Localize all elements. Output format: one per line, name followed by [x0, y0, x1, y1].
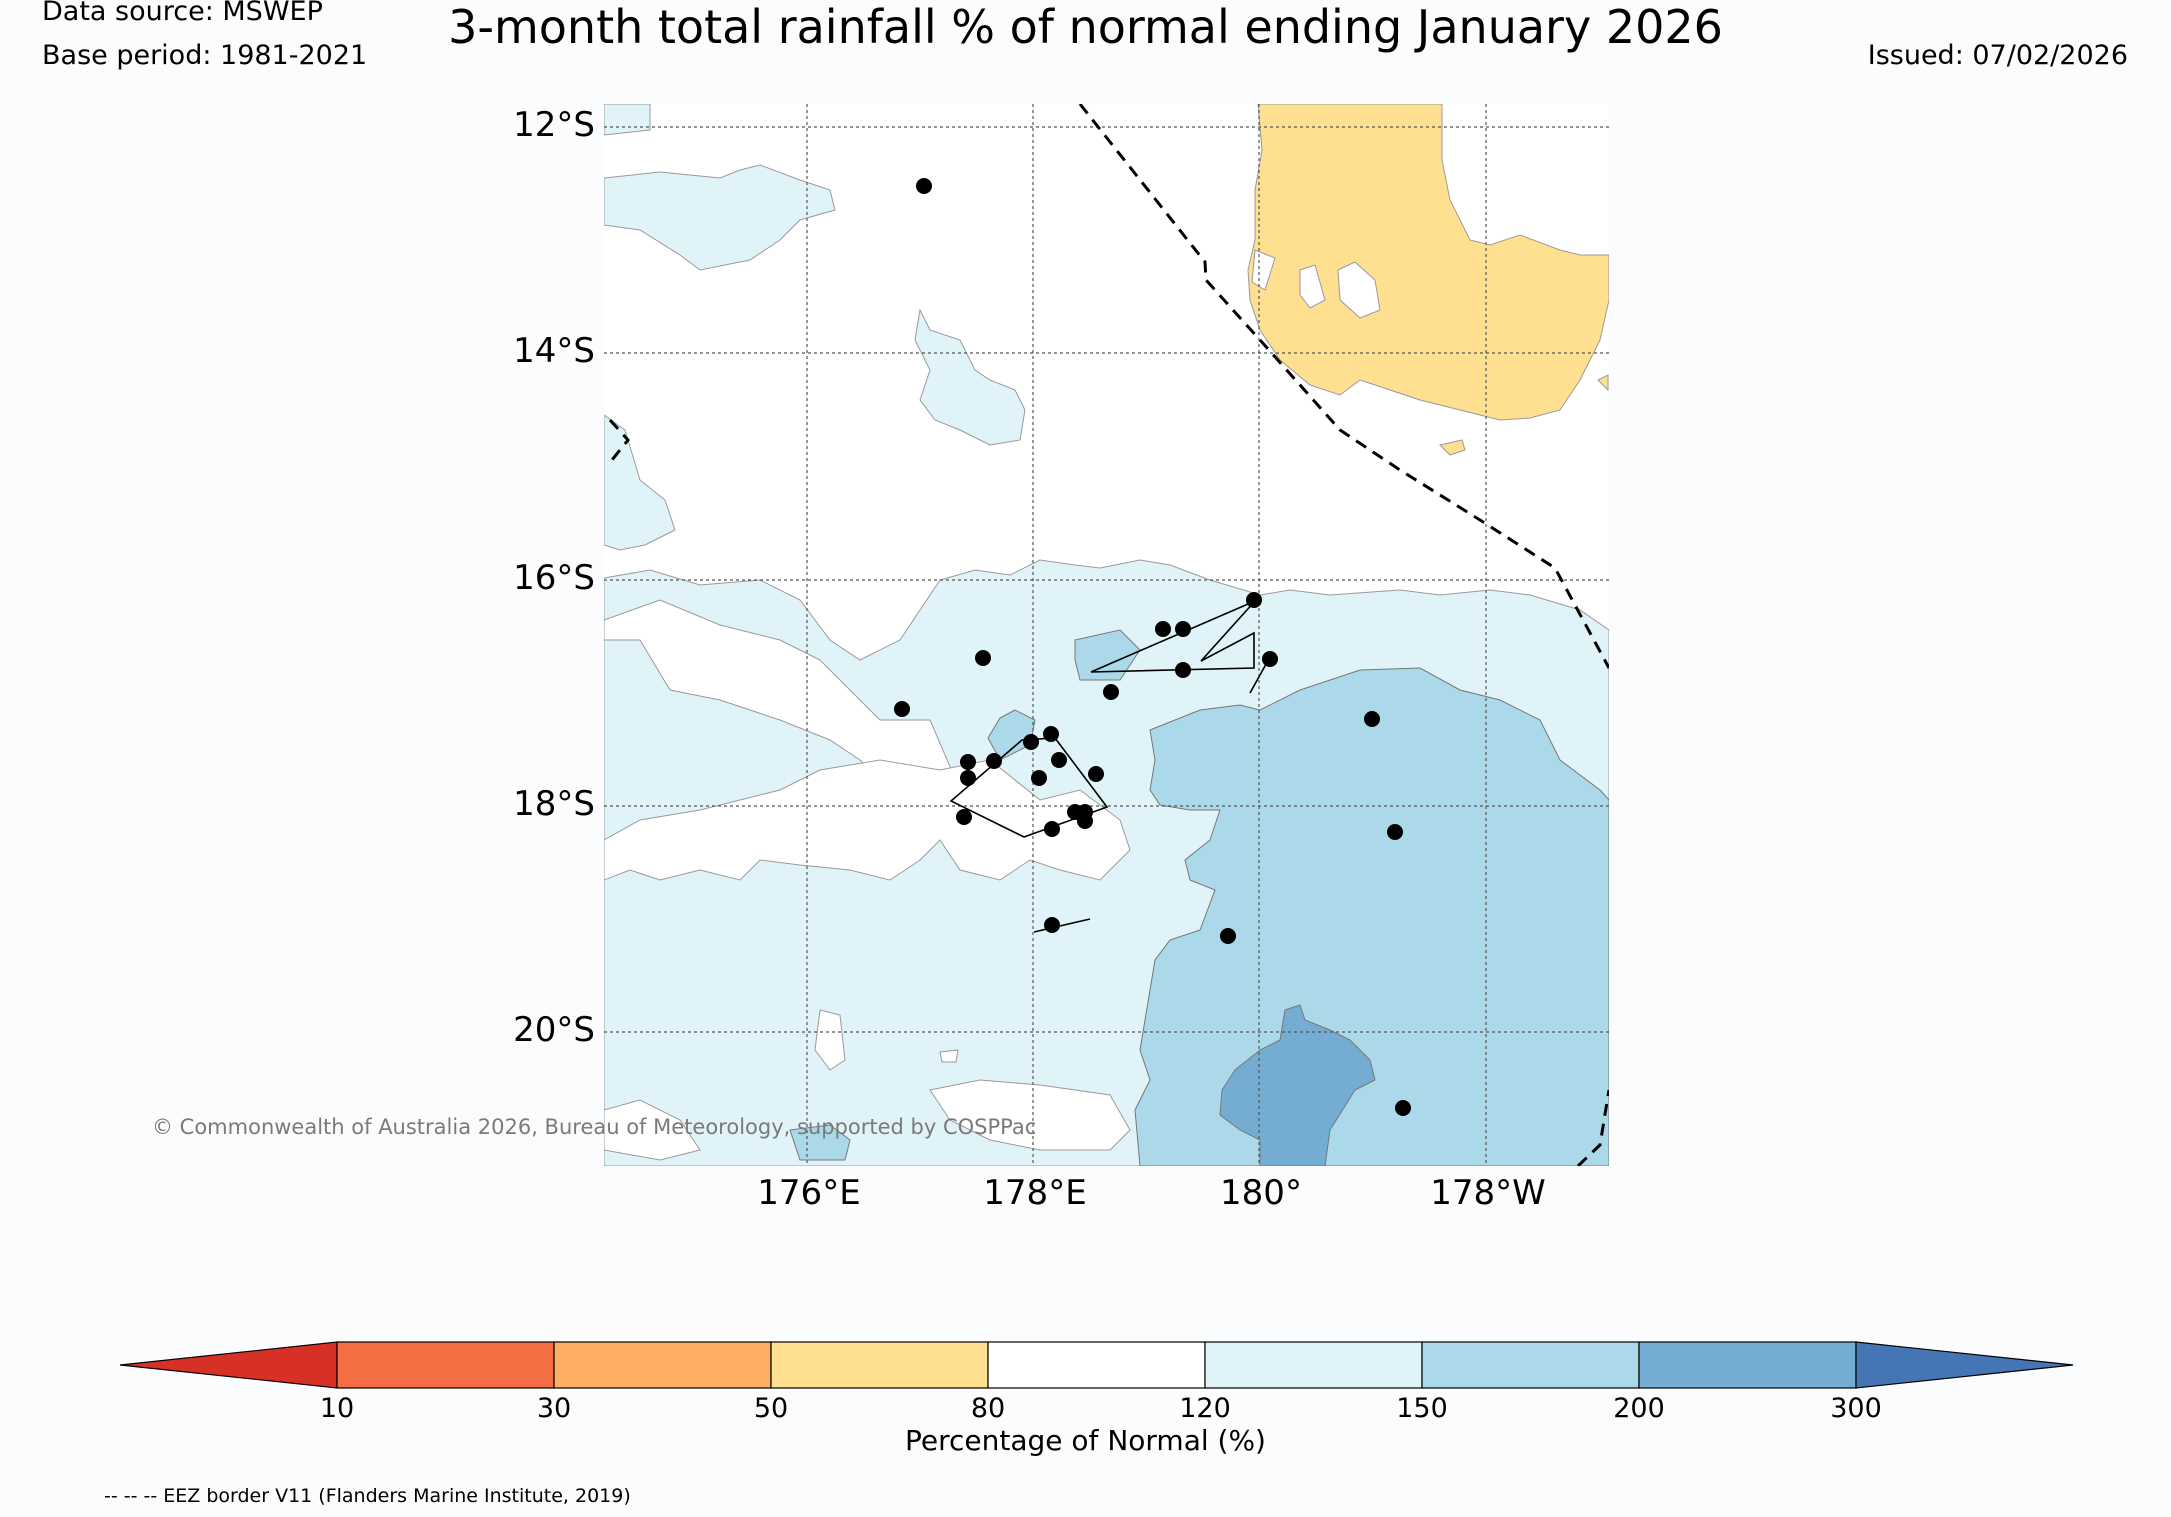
copyright-notice: © Commonwealth of Australia 2026, Bureau… [152, 1115, 1037, 1139]
base-period-label: Base period: 1981-2021 [42, 40, 368, 71]
colorbar-segment-80-120 [987, 1341, 1206, 1389]
lat-label-14s: 14°S [513, 331, 595, 371]
colorbar-segment-gt300 [1855, 1341, 2074, 1389]
colorbar-tick-150: 150 [1396, 1393, 1448, 1424]
colorbar-tick-200: 200 [1613, 1393, 1665, 1424]
colorbar-tick-30: 30 [536, 1393, 572, 1424]
region-50-80 [1247, 104, 1609, 456]
colorbar-segment-50-80 [770, 1341, 989, 1389]
colorbar-tick-120: 120 [1179, 1393, 1231, 1424]
lon-label-180: 180° [1220, 1173, 1302, 1213]
data-source-label: Data source: MSWEP [42, 0, 323, 27]
eez-note: -- -- -- EEZ border V11 (Flanders Marine… [104, 1485, 631, 1507]
lon-label-178w: 178°W [1430, 1173, 1546, 1213]
lat-label-16s: 16°S [513, 558, 595, 598]
yellow-holes [1251, 249, 1381, 319]
colorbar-tick-10: 10 [319, 1393, 355, 1424]
lat-label-12s: 12°S [513, 105, 595, 145]
graticule [604, 104, 1609, 1166]
station-markers [894, 178, 1411, 1116]
eez-border [606, 104, 1609, 1166]
island-outlines [949, 600, 1271, 933]
colorbar-segment-lt10 [119, 1341, 338, 1389]
region-80-120 [604, 599, 1301, 1161]
page-title: 3-month total rainfall % of normal endin… [448, 0, 1723, 54]
colorbar [119, 1341, 2074, 1389]
colorbar-segment-10-30 [336, 1341, 555, 1389]
lon-label-178e: 178°E [983, 1173, 1087, 1213]
colorbar-segment-200-300 [1638, 1341, 1857, 1389]
colorbar-segment-120-150 [1204, 1341, 1423, 1389]
colorbar-segment-150-200 [1421, 1341, 1640, 1389]
lat-label-18s: 18°S [513, 784, 595, 824]
colorbar-tick-300: 300 [1830, 1393, 1882, 1424]
colorbar-tick-50: 50 [753, 1393, 789, 1424]
lon-label-176e: 176°E [757, 1173, 861, 1213]
region-150-200 [789, 629, 1609, 1166]
colorbar-segment-30-50 [553, 1341, 772, 1389]
colorbar-label: Percentage of Normal (%) [905, 1424, 1266, 1457]
issued-date-label: Issued: 07/02/2026 [1867, 40, 2128, 71]
colorbar-tick-80: 80 [970, 1393, 1006, 1424]
lat-label-20s: 20°S [513, 1010, 595, 1050]
